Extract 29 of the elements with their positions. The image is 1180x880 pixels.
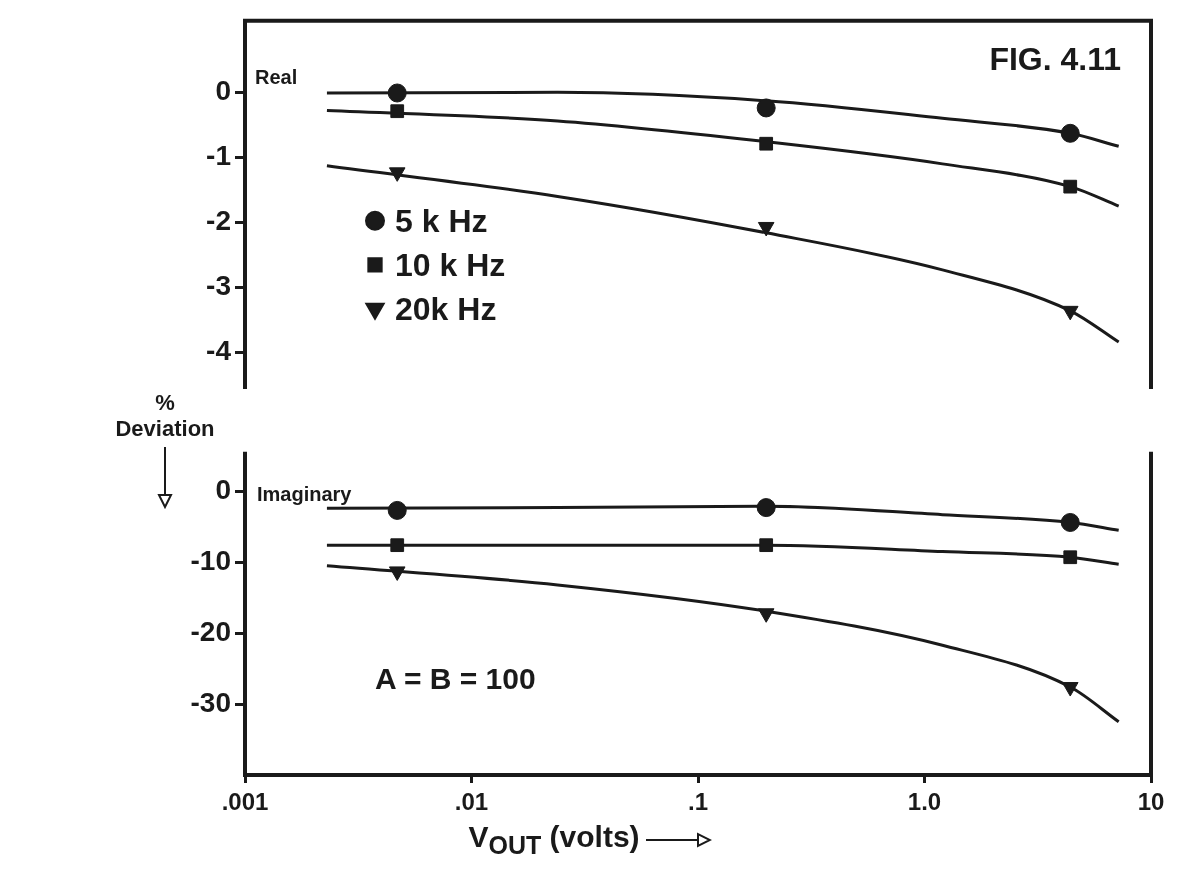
y-tick-label: 0 <box>215 473 231 505</box>
legend-label: 20k Hz <box>395 290 497 327</box>
x-tick-label: .001 <box>221 788 269 816</box>
point <box>390 104 405 119</box>
x-tick-label: 10 <box>1137 788 1165 816</box>
annotation: A = B = 100 <box>375 662 536 696</box>
legend-label: 5 k Hz <box>395 202 488 239</box>
x-tick-label: 1.0 <box>907 788 942 816</box>
point <box>1060 123 1080 143</box>
annotation: Imaginary <box>257 482 353 505</box>
y-tick-label: 0 <box>215 75 231 107</box>
y-tick-label: -2 <box>206 205 231 237</box>
x-axis-title: V$_{OUT}$ (volts) <box>468 820 640 860</box>
y-tick-label: -3 <box>206 270 231 302</box>
y-tick-label: -1 <box>206 140 231 172</box>
y-tick-label: -30 <box>190 686 231 718</box>
y-tick-label: -4 <box>206 335 232 367</box>
legend-label: 10 k Hz <box>395 246 506 283</box>
point <box>388 167 406 182</box>
y-tick-label: -20 <box>190 615 231 647</box>
x-tick-label: .01 <box>454 788 489 816</box>
point <box>1061 305 1079 321</box>
point <box>387 83 407 103</box>
x-tick-label: .1 <box>687 788 709 816</box>
y-axis-title: % Deviation <box>115 390 215 442</box>
annotation: FIG. 4.11 <box>989 40 1121 77</box>
y-tick-label: -10 <box>190 544 231 576</box>
point <box>1063 179 1078 194</box>
annotation: Real <box>255 65 298 88</box>
